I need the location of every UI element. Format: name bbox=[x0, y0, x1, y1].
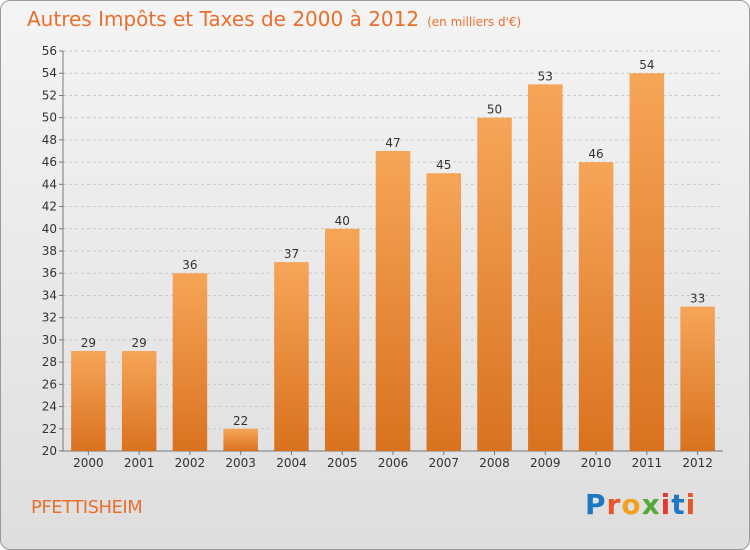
x-tick-label: 2010 bbox=[581, 456, 612, 470]
bar bbox=[274, 262, 309, 451]
y-tick-label: 54 bbox=[42, 66, 57, 80]
x-tick-label: 2011 bbox=[632, 456, 663, 470]
data-label: 40 bbox=[335, 214, 350, 228]
logo-letter: o bbox=[621, 488, 642, 521]
logo-letter: t bbox=[671, 488, 686, 521]
bar bbox=[578, 162, 614, 451]
x-tick-label: 2004 bbox=[276, 456, 307, 470]
x-tick-label: 2012 bbox=[682, 456, 713, 470]
x-tick-label: 2006 bbox=[378, 456, 409, 470]
chart-subtitle: (en milliers d'€) bbox=[427, 15, 522, 29]
logo-letter: r bbox=[606, 488, 622, 521]
data-label: 54 bbox=[639, 58, 654, 72]
bar bbox=[121, 351, 157, 451]
bar bbox=[477, 117, 512, 452]
x-tick-label: 2008 bbox=[479, 456, 510, 470]
x-tick-labels: 2000 2001 2002 2003 2004 2005 2006 2007 2008 2009… bbox=[73, 456, 713, 470]
bar bbox=[223, 428, 258, 451]
logo-letter: P bbox=[585, 488, 607, 521]
y-tick-label: 28 bbox=[42, 355, 57, 369]
y-tick-labels: 20 22 24 26 28 30 32 34 36 38 40 42 44 46 48 50 52 54 56 bbox=[42, 44, 57, 458]
y-tick-label: 42 bbox=[42, 200, 57, 214]
y-tick-label: 36 bbox=[42, 266, 57, 280]
bar bbox=[375, 151, 411, 451]
proxiti-logo[interactable]: Proxiti bbox=[585, 488, 696, 521]
y-tick-label: 52 bbox=[42, 88, 57, 102]
chart-title-line: Autres Impôts et Taxes de 2000 à 2012 (en… bbox=[27, 7, 521, 31]
x-tick-label: 2005 bbox=[327, 456, 358, 470]
y-tick-label: 50 bbox=[42, 111, 57, 125]
y-tick-label: 22 bbox=[42, 422, 57, 436]
data-label: 29 bbox=[132, 336, 147, 350]
data-labels: 29 29 36 22 37 40 47 45 50 53 46 54 33 bbox=[81, 58, 706, 428]
y-tick-label: 20 bbox=[42, 444, 57, 458]
bar bbox=[528, 84, 563, 451]
city-name: PFETTISHEIM bbox=[31, 497, 143, 518]
data-label: 50 bbox=[487, 103, 502, 117]
data-label: 29 bbox=[81, 336, 96, 350]
bar bbox=[324, 228, 360, 451]
y-tick-label: 30 bbox=[42, 333, 57, 347]
bars bbox=[71, 73, 715, 452]
data-label: 46 bbox=[588, 147, 603, 161]
x-tick-label: 2007 bbox=[428, 456, 459, 470]
y-tick-label: 48 bbox=[42, 133, 57, 147]
bar bbox=[680, 306, 715, 451]
bar bbox=[71, 351, 106, 451]
data-label: 36 bbox=[182, 258, 197, 272]
y-tick-label: 44 bbox=[42, 177, 57, 191]
data-label: 53 bbox=[538, 69, 553, 83]
logo-letter: i bbox=[660, 488, 672, 521]
data-label: 37 bbox=[284, 247, 299, 261]
x-tick-label: 2001 bbox=[124, 456, 155, 470]
data-label: 47 bbox=[385, 136, 400, 150]
y-tick-label: 46 bbox=[42, 155, 57, 169]
y-tick-label: 34 bbox=[42, 288, 57, 302]
logo-letter: i bbox=[685, 488, 697, 521]
y-tick-label: 40 bbox=[42, 222, 57, 236]
chart-title: Autres Impôts et Taxes de 2000 à 2012 bbox=[27, 7, 420, 31]
y-tick-label: 26 bbox=[42, 377, 57, 391]
x-tick-label: 2002 bbox=[175, 456, 206, 470]
x-tick-label: 2003 bbox=[225, 456, 256, 470]
logo-letter: x bbox=[641, 488, 661, 521]
x-tick-label: 2000 bbox=[73, 456, 104, 470]
bar bbox=[426, 173, 462, 451]
y-tick-label: 56 bbox=[42, 44, 57, 58]
y-tick-label: 38 bbox=[42, 244, 57, 258]
y-tick-label: 32 bbox=[42, 311, 57, 325]
y-tick-label: 24 bbox=[42, 400, 57, 414]
data-label: 22 bbox=[233, 414, 248, 428]
bar bbox=[172, 273, 208, 451]
data-label: 45 bbox=[436, 158, 451, 172]
data-label: 33 bbox=[690, 292, 705, 306]
bar bbox=[629, 73, 665, 451]
x-tick-label: 2009 bbox=[530, 456, 561, 470]
